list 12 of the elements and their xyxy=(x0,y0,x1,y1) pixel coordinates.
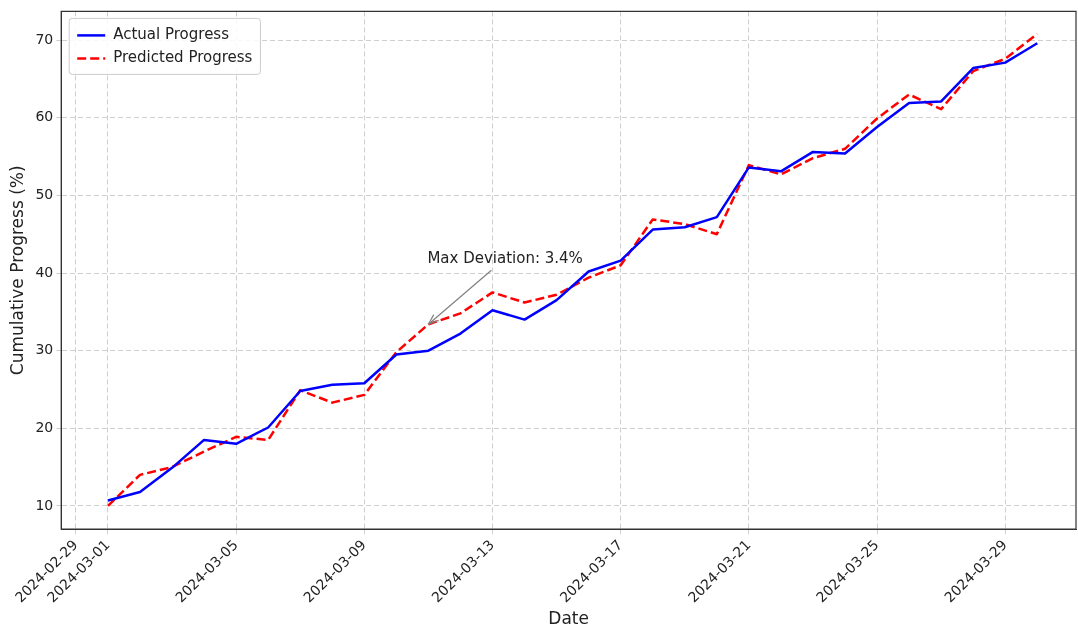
x-axis-title: Date xyxy=(548,608,589,629)
y-tick-label: 60 xyxy=(35,108,54,125)
y-tick-label: 30 xyxy=(35,341,54,358)
y-tick-label: 10 xyxy=(35,496,54,513)
y-tick-label: 50 xyxy=(35,186,54,203)
annotation: Max Deviation: 3.4% xyxy=(427,249,583,268)
y-tick-label: 20 xyxy=(35,418,54,435)
legend-label: Predicted Progress xyxy=(113,48,253,67)
y-tick-label: 40 xyxy=(35,263,54,280)
y-tick-label: 70 xyxy=(35,30,54,47)
legend-label: Actual Progress xyxy=(113,25,230,44)
y-axis-title: Cumulative Progress (%) xyxy=(6,165,27,376)
